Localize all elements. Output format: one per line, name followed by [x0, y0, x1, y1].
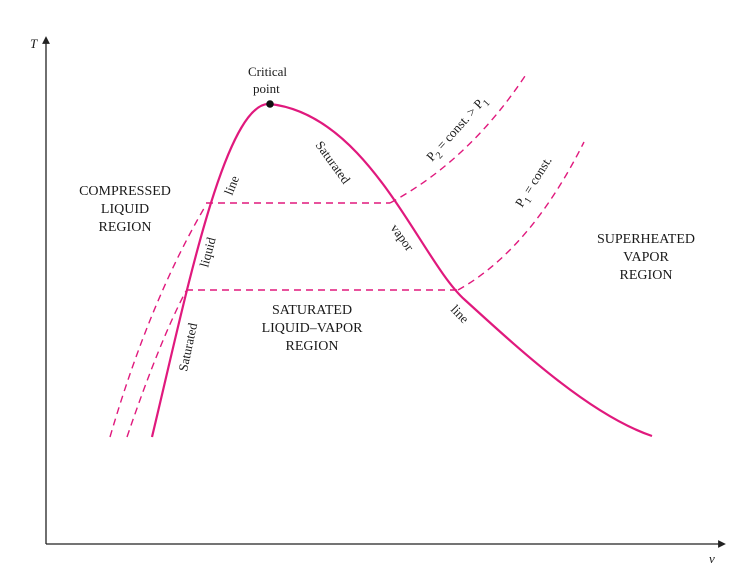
svg-text:COMPRESSED: COMPRESSED	[79, 184, 171, 199]
sat-vapor-word-line: line	[448, 302, 472, 327]
p1-isobar-liquid	[126, 290, 187, 438]
p2-isobar-vapor	[389, 72, 528, 204]
p1-isobar-label: P1 = const.	[512, 154, 558, 212]
svg-text:VAPOR: VAPOR	[623, 250, 669, 265]
svg-text:REGION: REGION	[620, 268, 673, 283]
p2-isobar-label: P2 = const. > P1	[423, 92, 493, 166]
x-axis-label: v	[709, 551, 715, 566]
critical-point-marker	[266, 100, 274, 108]
y-axis-label: T	[30, 36, 38, 51]
svg-text:SATURATED: SATURATED	[272, 303, 352, 318]
critical-point-label-line2: point	[253, 81, 280, 96]
p1-isobar-vapor	[457, 141, 585, 291]
sat-liquid-word-saturated: Saturated	[175, 321, 200, 373]
svg-text:SUPERHEATED: SUPERHEATED	[597, 232, 695, 247]
saturated-mixture-region-label: SATURATED LIQUID–VAPOR REGION	[262, 303, 364, 354]
saturated-liquid-line	[150, 102, 271, 438]
p2-isobar-liquid	[109, 204, 207, 438]
saturated-vapor-line	[269, 102, 653, 438]
sat-liquid-word-line: line	[221, 173, 242, 197]
critical-point-label-line1: Critical	[248, 64, 287, 79]
svg-text:REGION: REGION	[286, 339, 339, 354]
svg-text:REGION: REGION	[99, 220, 152, 235]
svg-text:LIQUID: LIQUID	[101, 202, 149, 217]
compressed-liquid-region-label: COMPRESSED LIQUID REGION	[79, 184, 171, 235]
sat-vapor-word-vapor: vapor	[388, 221, 418, 254]
superheated-vapor-region-label: SUPERHEATED VAPOR REGION	[597, 232, 695, 283]
svg-text:LIQUID–VAPOR: LIQUID–VAPOR	[262, 321, 364, 336]
sat-vapor-word-saturated: Saturated	[313, 138, 354, 187]
